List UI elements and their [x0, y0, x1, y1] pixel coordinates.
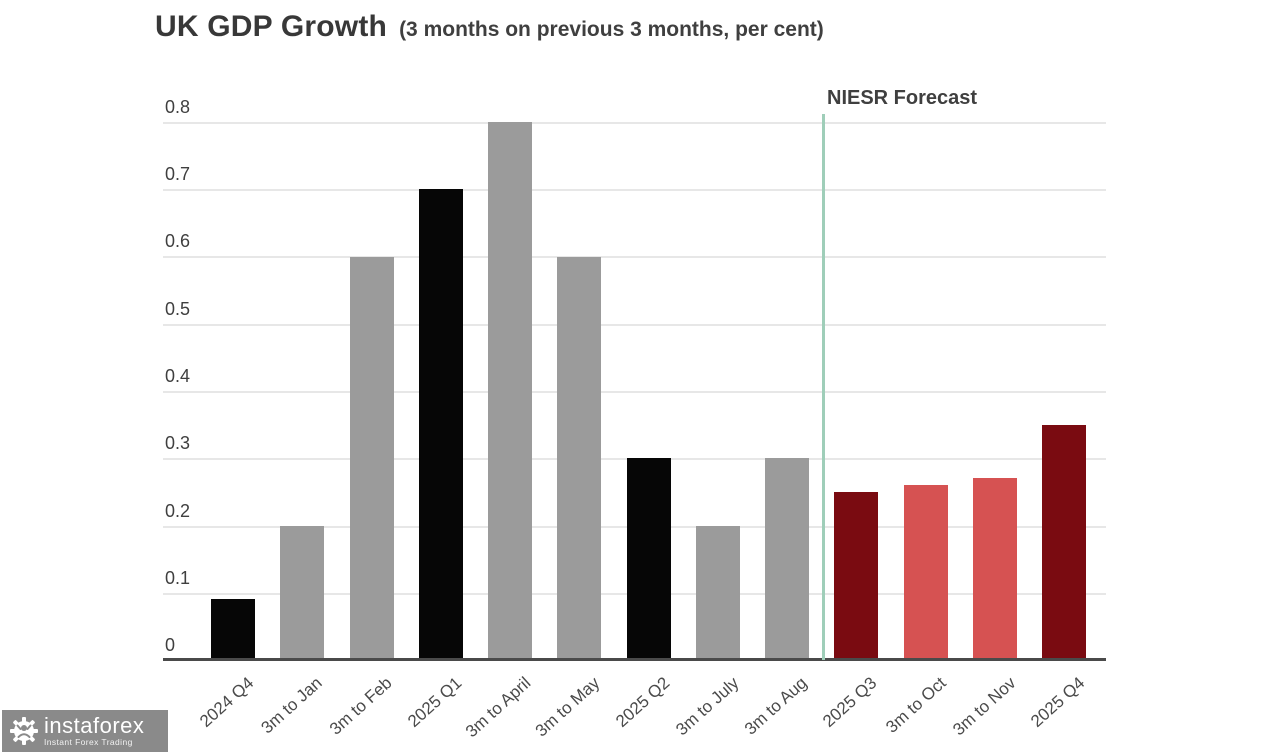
y-tick-label-0.8: 0.8	[165, 97, 191, 117]
y-tick-label-0.7: 0.7	[165, 164, 191, 184]
chart-title: UK GDP Growth	[155, 10, 388, 43]
bar-2025-q2	[627, 458, 671, 660]
y-tick-label-0.1: 0.1	[165, 568, 191, 588]
x-tick-label-3m-to-nov: 3m to Nov	[948, 673, 1020, 740]
x-tick-label-2024-q4: 2024 Q4	[195, 673, 258, 732]
forecast-divider-line	[822, 114, 825, 660]
bar-2025-q3	[834, 492, 878, 660]
bar-2024-q4	[211, 599, 255, 660]
gridline-0.4	[163, 391, 1106, 393]
x-tick-label-3m-to-oct: 3m to Oct	[882, 673, 951, 737]
gear-person-icon	[10, 717, 38, 745]
x-tick-label-3m-to-april: 3m to April	[461, 673, 535, 742]
x-tick-label-2025-q1: 2025 Q1	[403, 673, 466, 732]
x-tick-label-3m-to-july: 3m to July	[671, 673, 743, 740]
y-tick-label-0.5: 0.5	[165, 299, 191, 319]
x-axis-line	[163, 658, 1106, 661]
gridline-0.5	[163, 324, 1106, 326]
y-tick-label-0.3: 0.3	[165, 433, 191, 453]
bar-3m-to-may	[557, 257, 601, 660]
x-tick-label-3m-to-jan: 3m to Jan	[257, 673, 327, 738]
x-tick-label-2025-q3: 2025 Q3	[818, 673, 881, 732]
gridline-0.8	[163, 122, 1106, 124]
forecast-annotation-label: NIESR Forecast	[827, 87, 978, 109]
bar-2025-q4	[1042, 425, 1086, 660]
gridline-0.7	[163, 189, 1106, 191]
bar-3m-to-feb	[350, 257, 394, 660]
x-tick-label-3m-to-may: 3m to May	[531, 673, 604, 741]
gridline-0.6	[163, 256, 1106, 258]
bar-3m-to-july	[696, 526, 740, 660]
x-tick-label-2025-q4: 2025 Q4	[1026, 673, 1089, 732]
x-tick-label-2025-q2: 2025 Q2	[611, 673, 674, 732]
y-tick-label-0: 0	[165, 635, 176, 655]
chart-subtitle: (3 months on previous 3 months, per cent…	[399, 18, 824, 41]
y-tick-label-0.4: 0.4	[165, 366, 191, 386]
y-tick-label-0.6: 0.6	[165, 231, 191, 251]
logo-tagline-text: Instant Forex Trading	[44, 737, 133, 747]
logo-brand-text: instaforex	[44, 713, 145, 738]
x-tick-label-3m-to-aug: 3m to Aug	[741, 673, 812, 739]
logo-text-block: instaforex Instant Forex Trading	[44, 713, 145, 748]
bar-3m-to-aug	[765, 458, 809, 660]
bar-3m-to-jan	[280, 526, 324, 660]
chart-title-row: UK GDP Growth (3 months on previous 3 mon…	[155, 10, 824, 44]
x-tick-label-3m-to-feb: 3m to Feb	[326, 673, 397, 739]
bar-3m-to-april	[488, 122, 532, 660]
bar-3m-to-oct	[904, 485, 948, 660]
bar-2025-q1	[419, 189, 463, 660]
y-tick-label-0.2: 0.2	[165, 501, 191, 521]
instaforex-watermark: instaforex Instant Forex Trading	[2, 710, 168, 752]
bar-3m-to-nov	[973, 478, 1017, 660]
